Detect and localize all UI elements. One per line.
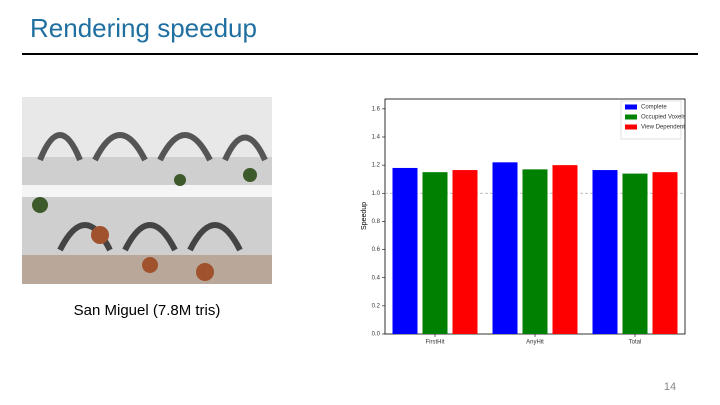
legend-swatch (625, 124, 637, 130)
x-tick-label: AnyHit (526, 340, 544, 346)
bar (392, 167, 418, 334)
y-tick-label: 0.8 (372, 219, 381, 225)
slide-title: Rendering speedup (30, 13, 257, 43)
legend-label: View Dependent (641, 125, 685, 131)
y-axis-label: Speedup (361, 202, 368, 230)
y-tick-label: 1.4 (372, 135, 381, 141)
y-tick-label: 0.0 (372, 332, 381, 338)
bar (652, 172, 678, 334)
y-tick-label: 0.2 (372, 303, 381, 309)
bar (452, 170, 478, 334)
page-number: 14 (664, 381, 676, 393)
bar (522, 169, 548, 334)
bar (492, 162, 518, 334)
y-tick-label: 0.4 (372, 275, 381, 281)
bar (422, 172, 448, 334)
legend-swatch (625, 104, 637, 110)
chart: Speedup 0.0 0.2 0.4 0.6 0.8 1.0 1.2 1.4 1.6 First… (361, 98, 686, 346)
legend-swatch (625, 114, 637, 120)
y-tick-label: 1.6 (372, 106, 381, 112)
x-tick-label: FirstHit (426, 340, 445, 346)
legend-label: Occupied Voxels (641, 115, 686, 121)
image-caption: San Miguel (7.8M tris) (74, 302, 221, 319)
bar (552, 165, 578, 334)
bar (592, 170, 618, 334)
legend-label: Complete (641, 105, 667, 111)
y-tick-label: 1.0 (372, 191, 381, 197)
bar (622, 173, 648, 334)
y-tick-label: 1.2 (372, 163, 381, 169)
scene-image (22, 97, 272, 284)
y-tick-label: 0.6 (372, 247, 381, 253)
x-tick-label: Total (629, 340, 642, 346)
